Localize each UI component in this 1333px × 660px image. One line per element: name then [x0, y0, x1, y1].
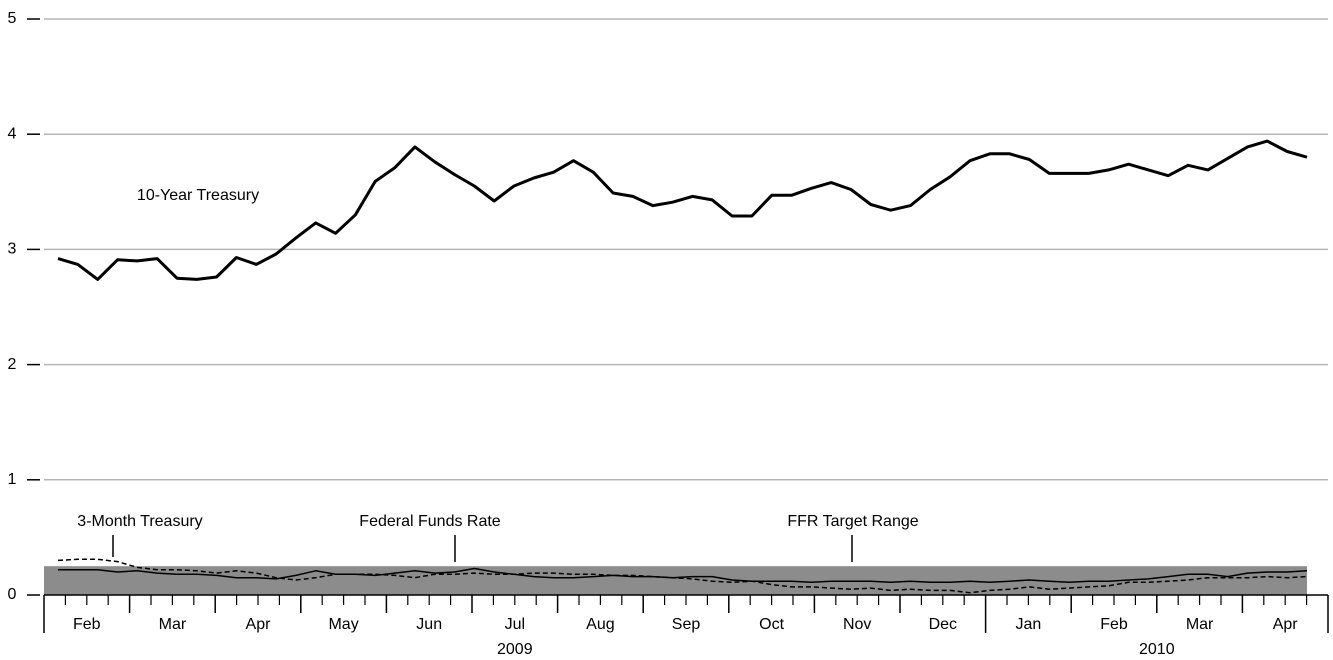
x-tick-label: May: [328, 616, 358, 633]
x-tick-label: Apr: [1273, 616, 1299, 633]
x-tick-label: Nov: [843, 616, 871, 633]
y-tick-label: 1: [8, 471, 17, 488]
series-annotation: 10-Year Treasury: [137, 187, 259, 204]
series-line: [57, 139, 1308, 281]
x-tick-label: Jun: [416, 616, 442, 633]
y-tick-label: 5: [8, 10, 17, 27]
x-tick-label: Feb: [73, 616, 101, 633]
series-line: [58, 567, 1308, 584]
y-tick-label: 0: [8, 586, 17, 603]
series-annotation: Federal Funds Rate: [359, 513, 501, 530]
x-tick-label: Dec: [929, 616, 957, 633]
y-tick-label: 3: [8, 241, 17, 258]
x-tick-label: Apr: [246, 616, 272, 633]
x-tick-label: Jan: [1016, 616, 1042, 633]
x-tick-label: Aug: [586, 616, 614, 633]
y-tick-label: 2: [8, 356, 17, 373]
series-line: [57, 558, 1308, 594]
x-tick-label: Oct: [759, 616, 784, 633]
year-label: 2010: [1139, 641, 1175, 658]
x-tick-label: Mar: [159, 616, 187, 633]
series-annotation: 3-Month Treasury: [77, 513, 202, 530]
band-annotation: FFR Target Range: [787, 513, 918, 530]
x-tick-label: Jul: [505, 616, 525, 633]
year-label: 2009: [497, 641, 533, 658]
x-tick-label: Feb: [1100, 616, 1128, 633]
x-tick-label: Sep: [672, 616, 701, 633]
y-tick-label: 4: [8, 125, 17, 142]
x-tick-label: Mar: [1186, 616, 1214, 633]
